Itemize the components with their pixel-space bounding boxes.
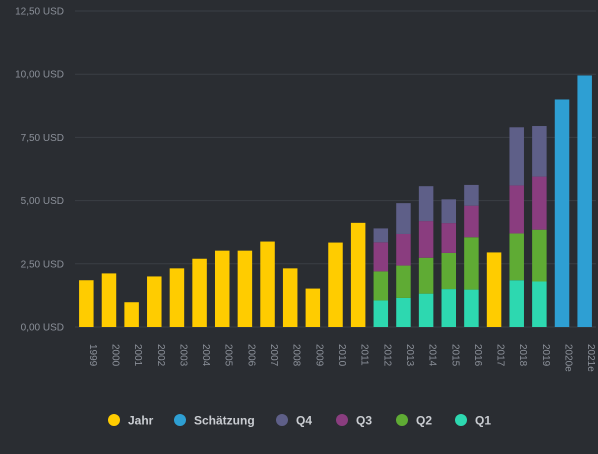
bar-q4-2014[interactable] bbox=[418, 186, 434, 222]
bar-q4-2018[interactable] bbox=[509, 127, 524, 186]
x-tick-label: 2004 bbox=[200, 344, 211, 367]
y-tick-label: 2,50 USD bbox=[21, 259, 64, 270]
bar-q3-2014[interactable] bbox=[418, 221, 434, 258]
x-tick-label: 2001 bbox=[132, 344, 143, 367]
bar-q2-2015[interactable] bbox=[441, 252, 457, 290]
bar-q3-2012[interactable] bbox=[373, 242, 389, 272]
bars bbox=[79, 75, 592, 328]
bar-jahr-2017[interactable] bbox=[486, 252, 502, 327]
x-tick-label: 2008 bbox=[291, 344, 302, 367]
legend-marker bbox=[396, 414, 408, 426]
bar-q1-2012[interactable] bbox=[373, 300, 389, 327]
x-tick-label: 2003 bbox=[177, 344, 188, 367]
bar-schaetzung-2021e[interactable] bbox=[577, 75, 592, 328]
y-tick-label: 10,00 USD bbox=[15, 70, 64, 81]
bar-jahr-2001[interactable] bbox=[124, 302, 139, 327]
x-tick-label: 2014 bbox=[427, 344, 438, 367]
bar-q4-2016[interactable] bbox=[464, 184, 479, 206]
y-axis-ticks: 0,00 USD 2,50 USD 5,00 USD 7,50 USD 10,00 US… bbox=[15, 7, 64, 334]
x-tick-label: 2016 bbox=[472, 344, 483, 367]
bar-jahr-2007[interactable] bbox=[260, 241, 275, 327]
legend-marker bbox=[336, 414, 348, 426]
legend-label: Q4 bbox=[296, 414, 312, 428]
x-tick-label: 2019 bbox=[540, 344, 551, 367]
bar-jahr-2002[interactable] bbox=[147, 276, 162, 327]
legend-label: Jahr bbox=[128, 414, 154, 428]
legend-item-q2[interactable]: Q2 bbox=[396, 414, 432, 428]
legend-item-q4[interactable]: Q4 bbox=[276, 414, 312, 428]
bar-q3-2019[interactable] bbox=[532, 176, 547, 230]
bar-q4-2012[interactable] bbox=[373, 228, 389, 243]
bar-q3-2018[interactable] bbox=[509, 185, 524, 234]
bar-q2-2012[interactable] bbox=[373, 271, 389, 301]
legend-marker bbox=[174, 414, 186, 426]
x-tick-label: 2005 bbox=[223, 344, 234, 367]
bar-q2-2018[interactable] bbox=[509, 233, 524, 281]
bar-q4-2013[interactable] bbox=[396, 203, 411, 234]
bar-q3-2016[interactable] bbox=[464, 205, 479, 238]
bar-q3-2015[interactable] bbox=[441, 223, 457, 253]
bar-q2-2014[interactable] bbox=[418, 257, 434, 294]
bar-jahr-2000[interactable] bbox=[101, 273, 117, 327]
x-tick-label: 2000 bbox=[109, 344, 120, 367]
bar-q2-2013[interactable] bbox=[396, 265, 411, 298]
x-tick-label: 2020e bbox=[563, 344, 574, 372]
legend-item-q1[interactable]: Q1 bbox=[455, 414, 491, 428]
y-tick-label: 12,50 USD bbox=[15, 7, 64, 18]
x-tick-label: 2017 bbox=[495, 344, 506, 367]
x-tick-label: 2007 bbox=[268, 344, 279, 367]
bar-schaetzung-2020e[interactable] bbox=[554, 99, 570, 327]
bar-q4-2015[interactable] bbox=[441, 199, 457, 224]
x-tick-label: 2021e bbox=[585, 344, 596, 372]
x-tick-label: 1999 bbox=[87, 344, 98, 367]
y-tick-label: 7,50 USD bbox=[21, 133, 64, 144]
y-tick-label: 5,00 USD bbox=[21, 196, 64, 207]
x-tick-label: 2009 bbox=[313, 344, 324, 367]
x-tick-label: 2002 bbox=[155, 344, 166, 367]
bar-jahr-2010[interactable] bbox=[328, 242, 343, 327]
bar-jahr-2011[interactable] bbox=[350, 222, 366, 327]
legend-item-schaetzung[interactable]: Schätzung bbox=[174, 414, 255, 428]
bar-q3-2013[interactable] bbox=[396, 233, 411, 266]
legend-label: Schätzung bbox=[194, 414, 255, 428]
bar-q1-2013[interactable] bbox=[396, 297, 411, 327]
x-tick-label: 2006 bbox=[245, 344, 256, 367]
legend-marker bbox=[276, 414, 288, 426]
legend: Jahr Schätzung Q4 Q3 Q2 Q1 bbox=[108, 414, 491, 428]
x-tick-label: 2012 bbox=[381, 344, 392, 367]
x-tick-label: 2013 bbox=[404, 344, 415, 367]
x-tick-label: 2018 bbox=[517, 344, 528, 367]
bar-q4-2019[interactable] bbox=[532, 126, 547, 177]
bar-jahr-2004[interactable] bbox=[192, 258, 207, 327]
legend-item-jahr[interactable]: Jahr bbox=[108, 414, 154, 428]
bar-jahr-1999[interactable] bbox=[79, 280, 94, 327]
grid-lines bbox=[75, 10, 596, 328]
legend-item-q3[interactable]: Q3 bbox=[336, 414, 372, 428]
x-tick-label: 2010 bbox=[336, 344, 347, 367]
x-axis-ticks: 1999 2000 2001 2002 2003 2004 2005 2006 2007 2008… bbox=[87, 344, 596, 372]
legend-label: Q3 bbox=[356, 414, 372, 428]
bar-jahr-2006[interactable] bbox=[237, 250, 253, 327]
bar-q1-2018[interactable] bbox=[509, 280, 524, 327]
bar-jahr-2005[interactable] bbox=[214, 250, 230, 327]
bar-jahr-2008[interactable] bbox=[282, 268, 298, 327]
legend-label: Q2 bbox=[416, 414, 432, 428]
bar-jahr-2003[interactable] bbox=[169, 268, 185, 327]
legend-marker bbox=[108, 414, 120, 426]
bar-q2-2019[interactable] bbox=[532, 229, 547, 282]
bar-q2-2016[interactable] bbox=[464, 237, 479, 290]
x-tick-label: 2015 bbox=[449, 344, 460, 367]
legend-marker bbox=[455, 414, 467, 426]
bar-q1-2016[interactable] bbox=[464, 289, 479, 327]
bar-q1-2014[interactable] bbox=[418, 293, 434, 327]
bar-q1-2015[interactable] bbox=[441, 289, 457, 327]
bar-q1-2019[interactable] bbox=[532, 281, 547, 327]
x-tick-label: 2011 bbox=[359, 344, 370, 366]
legend-label: Q1 bbox=[475, 414, 491, 428]
y-tick-label: 0,00 USD bbox=[21, 323, 64, 334]
bar-jahr-2009[interactable] bbox=[305, 288, 321, 327]
